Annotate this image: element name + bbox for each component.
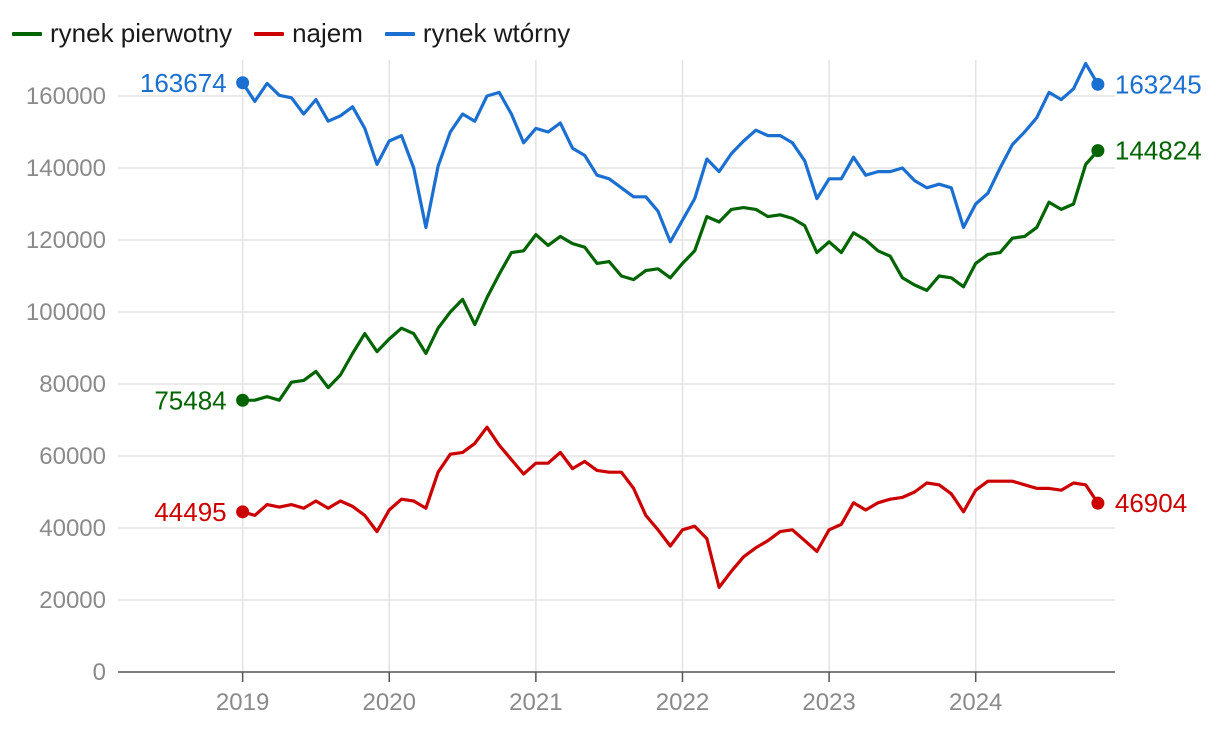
x-tick-label: 2019 [216, 689, 269, 716]
start-point-rynek-pierwotny [236, 393, 250, 407]
start-value-label-rynek-wtorny: 163674 [140, 68, 227, 98]
legend-swatch-rynek-pierwotny [12, 31, 42, 36]
series-line-rynek-pierwotny [241, 149, 1100, 402]
x-tick-label: 2022 [656, 689, 709, 716]
y-tick-label: 0 [93, 659, 106, 686]
grid [118, 60, 1115, 672]
legend-label: najem [292, 18, 363, 48]
end-value-label-rynek-pierwotny: 144824 [1115, 136, 1202, 166]
series-line-rynek-wtorny [241, 62, 1100, 244]
series-group [236, 62, 1105, 589]
legend-item-najem: najem [254, 18, 363, 49]
legend: rynek pierwotny najem rynek wtórny [12, 18, 592, 49]
legend-label: rynek wtórny [422, 18, 571, 48]
start-value-label-najem: 44495 [154, 497, 226, 527]
end-point-rynek-wtorny [1091, 77, 1105, 91]
y-tick-label: 120000 [26, 227, 106, 254]
legend-swatch-najem [254, 31, 285, 36]
start-point-rynek-wtorny [236, 76, 250, 90]
y-tick-label: 100000 [26, 299, 106, 326]
x-tick-label: 2023 [802, 689, 855, 716]
y-tick-label: 20000 [39, 587, 106, 614]
legend-item-rynek-pierwotny: rynek pierwotny [12, 18, 232, 49]
y-tick-label: 80000 [39, 371, 106, 398]
x-tick-label: 2021 [509, 689, 562, 716]
end-point-rynek-pierwotny [1091, 144, 1105, 158]
legend-label: rynek pierwotny [50, 18, 233, 48]
x-tick-label: 2024 [949, 689, 1002, 716]
end-point-najem [1091, 496, 1105, 510]
y-tick-label: 60000 [39, 443, 106, 470]
y-tick-label: 40000 [39, 515, 106, 542]
end-value-label-rynek-wtorny: 163245 [1115, 69, 1202, 99]
start-value-label-rynek-pierwotny: 75484 [154, 385, 226, 415]
start-point-najem [236, 505, 250, 519]
series-line-najem [241, 425, 1100, 589]
y-tick-label: 140000 [26, 155, 106, 182]
x-tick-label: 2020 [363, 689, 416, 716]
legend-item-rynek-wtorny: rynek wtórny [384, 18, 571, 49]
axes: 0 20000 40000 60000 80000 100000 120000 140000 1… [26, 83, 1115, 716]
legend-swatch-rynek-wtorny [384, 31, 415, 36]
end-value-label-najem: 46904 [1115, 488, 1187, 518]
y-tick-label: 160000 [26, 83, 106, 110]
end-labels: 163674 163245 75484 144824 44495 46904 [140, 68, 1202, 527]
